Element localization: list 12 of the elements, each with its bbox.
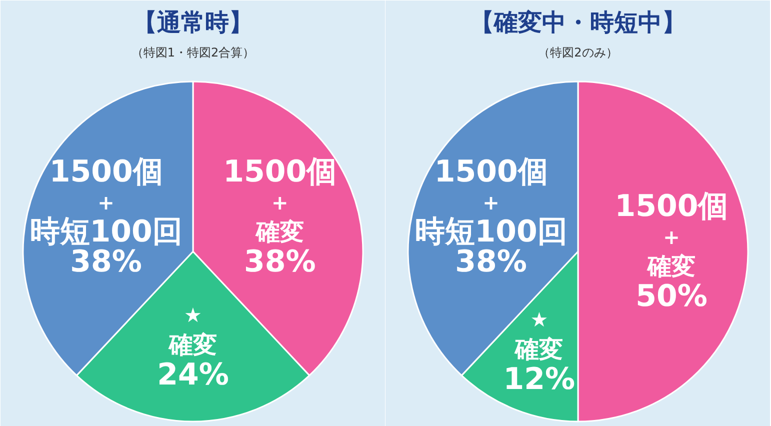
chart-title: 【通常時】: [133, 8, 253, 36]
data-label: 24%: [157, 358, 229, 392]
data-label: 50%: [636, 279, 708, 314]
slice-label: ★ 確変: [168, 303, 217, 359]
slice-label: 1500個 + 確変: [223, 154, 337, 246]
chart-subtitle: （特図1・特図2合算）: [131, 46, 255, 60]
chart-subtitle: （特図2のみ）: [538, 46, 618, 60]
slice-label: 1500個 + 確変: [614, 189, 728, 280]
data-label: 38%: [244, 244, 316, 280]
slice-label: ★ 確変: [514, 308, 564, 364]
data-label: 12%: [503, 362, 576, 397]
chart-title: 【確変中・時短中】: [470, 8, 686, 36]
